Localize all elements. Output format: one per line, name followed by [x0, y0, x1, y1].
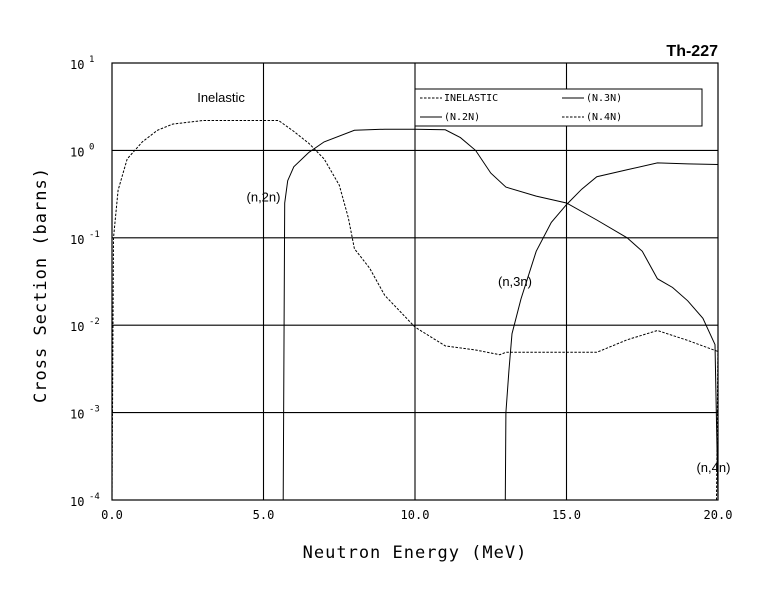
y-tick-label: 10 -2: [70, 317, 100, 334]
legend-label-inelastic: INELASTIC: [444, 93, 498, 104]
y-tick-exponent: -1: [89, 230, 100, 240]
x-tick-label: 5.0: [253, 508, 275, 522]
x-tick-labels: 0.0 5.0 10.0 15.0 20.0: [101, 508, 732, 522]
y-tick-exponent: -4: [89, 492, 100, 502]
x-tick-label: 0.0: [101, 508, 123, 522]
y-tick-label: 10 0: [70, 142, 94, 159]
annotations: Inelastic (n,2n) (n,3n) (n,4n): [197, 90, 730, 475]
series-line-n-2n: [282, 128, 719, 501]
x-tick-label: 20.0: [704, 508, 733, 522]
y-tick-exponent: 0: [89, 142, 94, 152]
x-tick-label: 10.0: [401, 508, 430, 522]
annotation-inelastic: Inelastic: [197, 90, 245, 105]
y-tick-base: 10: [70, 408, 84, 422]
annotation-n-3n: (n,3n): [498, 274, 532, 289]
y-tick-base: 10: [70, 495, 84, 509]
y-tick-base: 10: [70, 145, 84, 159]
y-axis-title: Cross Section (barns): [31, 167, 51, 403]
legend: INELASTIC (N.3N) (N.2N) (N.4N): [414, 88, 703, 127]
y-tick-labels: 10 1 10 0 10 -1 10 -2 10 -3 10 -4: [70, 55, 100, 509]
legend-label-n-2n: (N.2N): [444, 112, 480, 123]
y-tick-base: 10: [70, 58, 84, 72]
y-tick-exponent: 1: [89, 55, 94, 65]
series-line-n-4n: [716, 341, 719, 501]
y-tick-base: 10: [70, 233, 84, 247]
y-tick-label: 10 -4: [70, 492, 100, 509]
y-tick-label: 10 -3: [70, 405, 100, 422]
y-tick-label: 10 -1: [70, 230, 100, 247]
y-tick-exponent: -3: [89, 405, 100, 415]
y-tick-exponent: -2: [89, 317, 100, 327]
legend-label-n-4n: (N.4N): [586, 112, 622, 123]
y-tick-base: 10: [70, 320, 84, 334]
series-line-inelastic: [111, 120, 719, 501]
grid: [112, 63, 718, 500]
annotation-n-4n: (n,4n): [696, 460, 730, 475]
y-tick-label: 10 1: [70, 55, 94, 72]
plot-frame: [111, 62, 719, 501]
x-axis-title: Neutron Energy (MeV): [303, 543, 528, 563]
legend-box: [414, 88, 703, 127]
annotation-n-2n: (n,2n): [247, 190, 281, 205]
x-tick-label: 15.0: [552, 508, 581, 522]
chart-title: Th-227: [666, 43, 718, 60]
legend-label-n-3n: (N.3N): [586, 93, 622, 104]
series-line-n-3n: [504, 162, 719, 501]
series-group: [111, 120, 719, 501]
